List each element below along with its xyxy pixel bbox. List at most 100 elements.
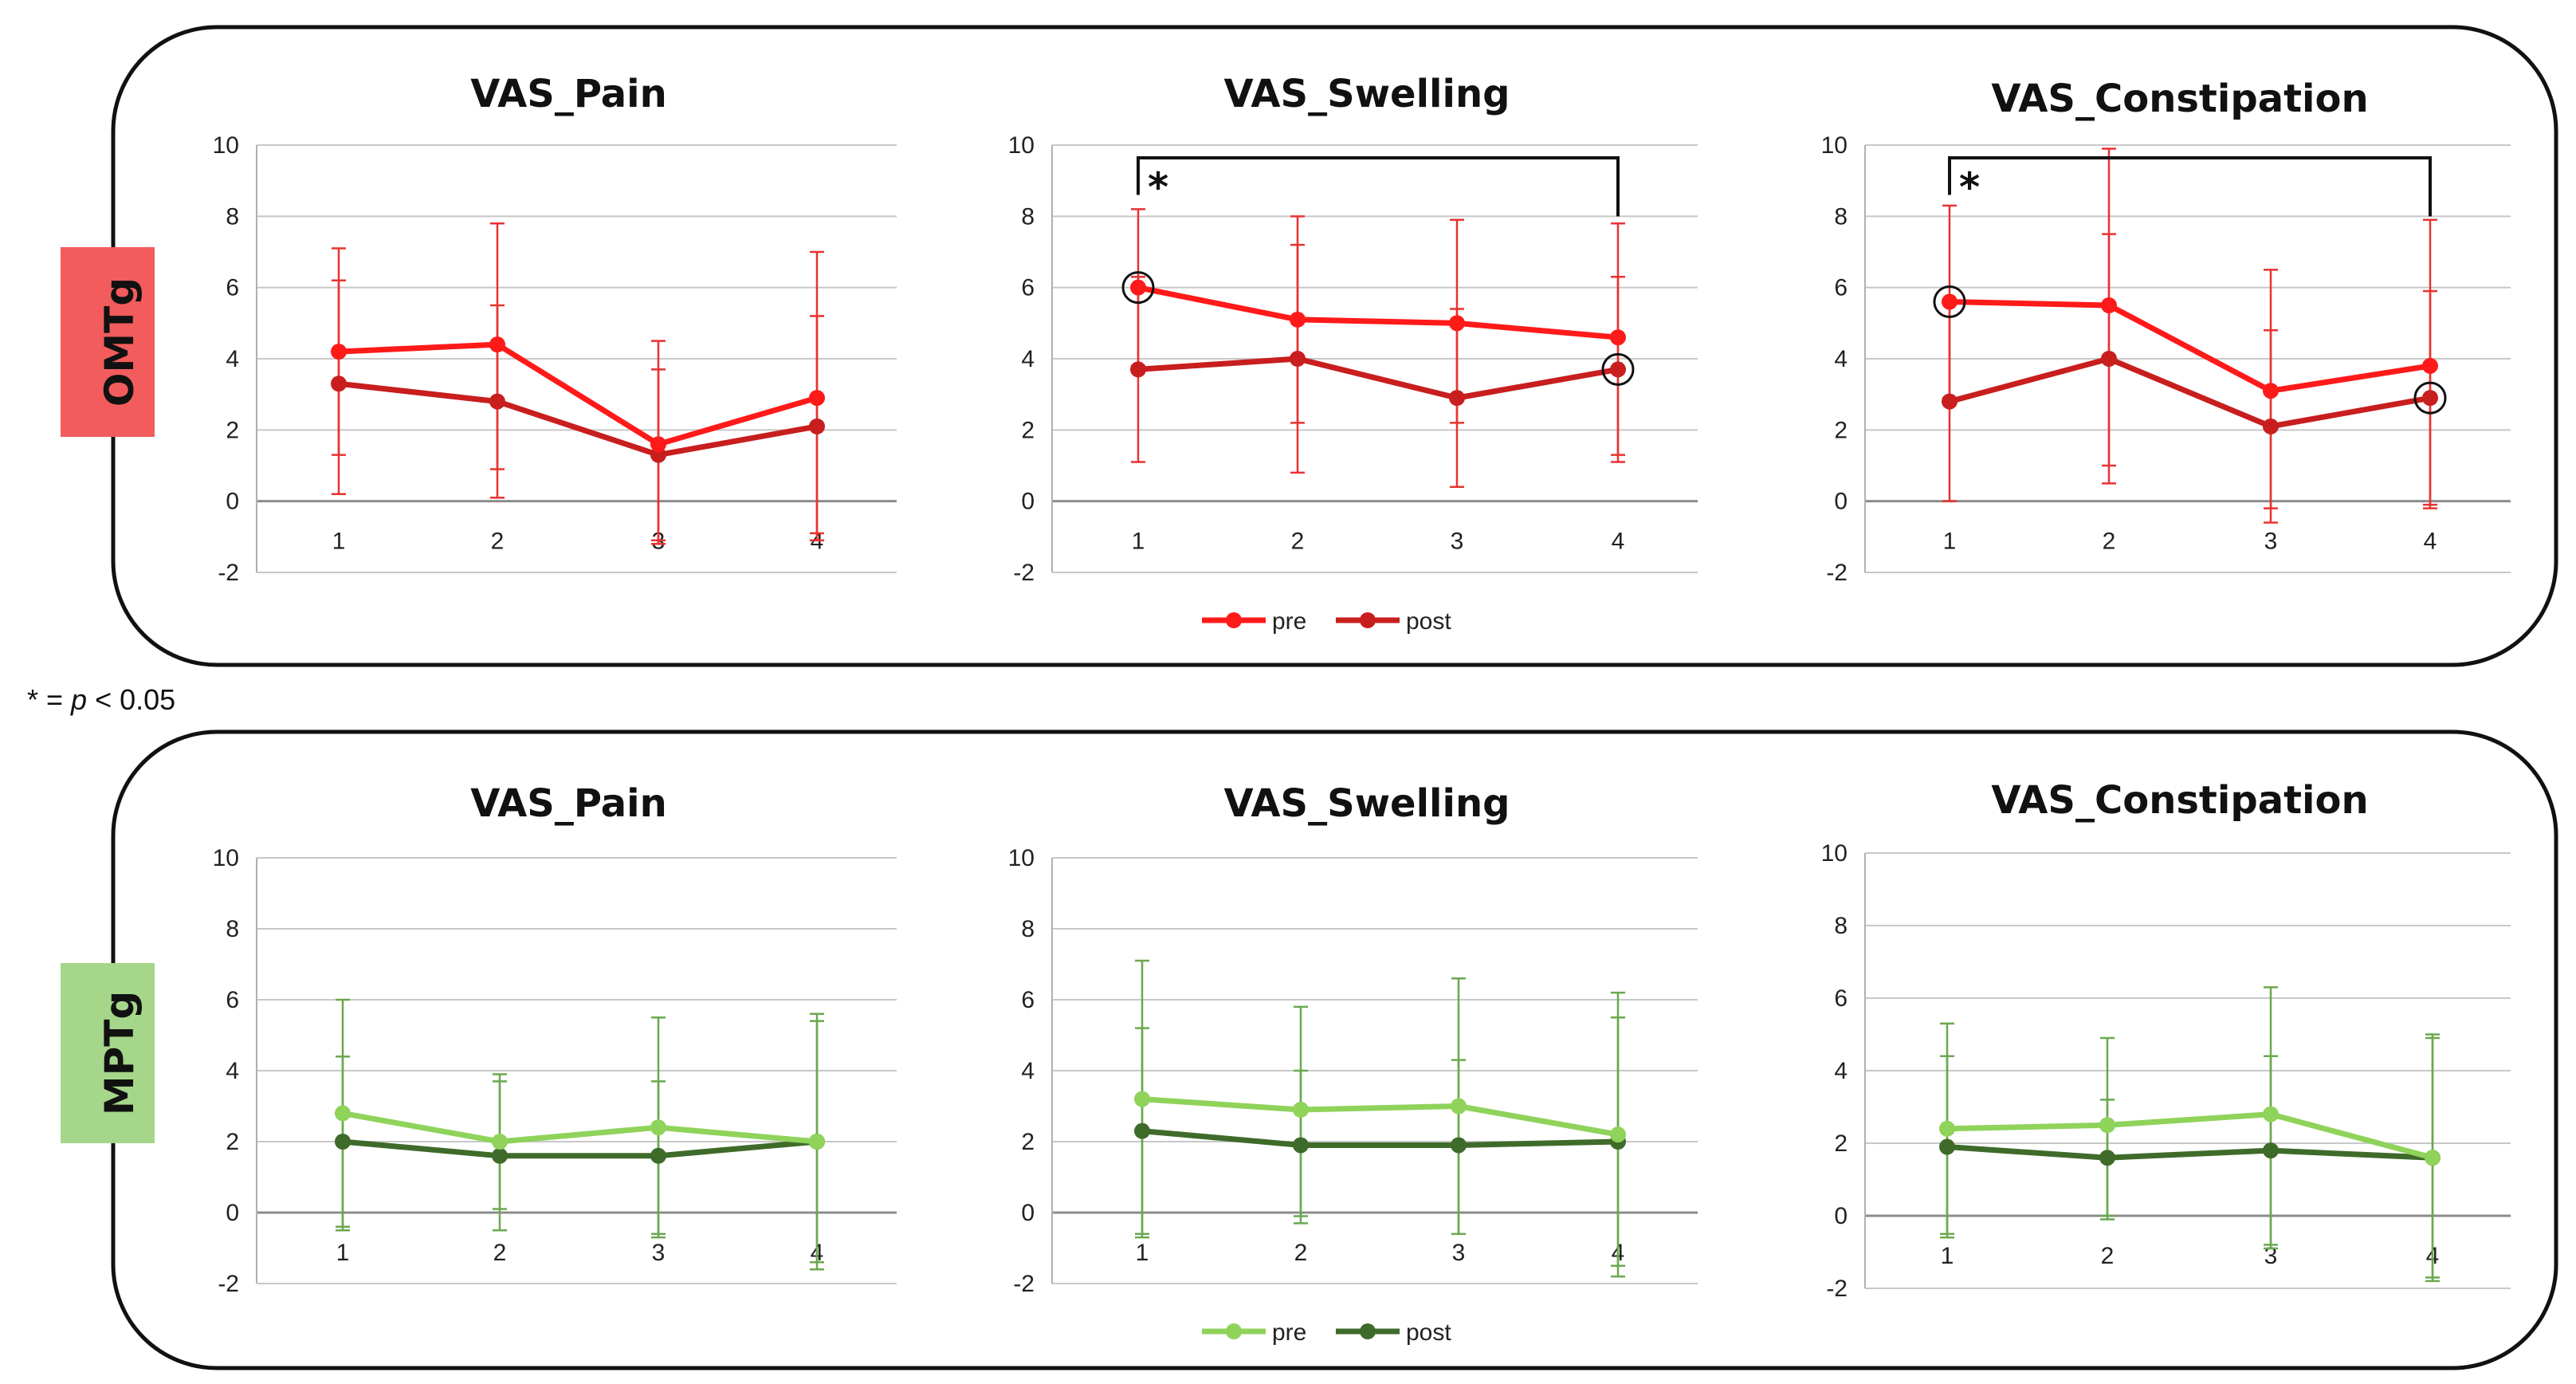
y-tick-label: 6 <box>1834 275 1848 301</box>
data-point-post <box>2263 1142 2279 1159</box>
significance-star: * <box>1959 164 1980 210</box>
y-tick-label: -2 <box>1826 560 1848 586</box>
data-point-pre <box>809 390 825 407</box>
x-tick-label: 2 <box>1294 1240 1308 1266</box>
y-tick-label: 10 <box>1821 840 1848 867</box>
x-tick-label: 1 <box>336 1240 350 1266</box>
y-tick-label: -2 <box>1826 1276 1848 1302</box>
significance-bracket <box>1137 156 1620 217</box>
data-point-post <box>331 375 347 392</box>
data-point-pre <box>2263 1106 2279 1123</box>
data-point-post <box>1449 390 1465 407</box>
omtg-group-label: OMTg <box>96 277 143 407</box>
series-line-post <box>1946 1144 2433 1161</box>
mptg-label-background <box>61 963 155 1143</box>
data-point-post <box>1451 1137 1467 1154</box>
data-point-pre <box>650 436 666 453</box>
significance-note: * = p < 0.05 <box>27 683 175 716</box>
y-tick-label: 2 <box>1021 417 1035 443</box>
mptg-legend: pre post <box>1202 1319 1451 1346</box>
y-tick-label: -2 <box>218 1271 239 1297</box>
omtg-label-background <box>61 247 155 437</box>
data-point-post <box>2422 390 2438 407</box>
y-tick-label: 8 <box>226 203 239 230</box>
y-tick-label: 10 <box>1821 132 1848 159</box>
data-point-pre <box>809 1134 825 1150</box>
data-point-post <box>1290 351 1306 367</box>
chart-title: VAS_Constipation <box>1991 778 2368 823</box>
data-point-pre <box>1449 315 1465 332</box>
series-line-pre <box>1946 1111 2433 1161</box>
data-point-pre <box>1293 1101 1309 1118</box>
y-tick-label: 8 <box>1834 913 1848 939</box>
data-point-pre <box>2425 1150 2441 1166</box>
y-tick-label: 6 <box>1021 987 1035 1013</box>
y-tick-label: 6 <box>226 987 239 1013</box>
y-tick-label: 8 <box>1834 203 1848 230</box>
y-tick-label: 2 <box>1021 1129 1035 1155</box>
x-tick-label: 1 <box>1941 1243 1954 1269</box>
data-point-pre <box>492 1134 508 1150</box>
x-tick-label: 3 <box>2264 529 2278 555</box>
data-point-pre <box>1134 1091 1150 1107</box>
significance-ring <box>1601 352 1635 386</box>
y-tick-label: -2 <box>1013 560 1035 586</box>
data-point-pre <box>1939 1120 1955 1137</box>
x-tick-label: 4 <box>811 529 824 555</box>
y-tick-label: 4 <box>226 1058 239 1084</box>
note-rest: < 0.05 <box>87 683 175 716</box>
data-point-pre <box>489 336 505 353</box>
legend-pre-label: pre <box>1272 1319 1306 1346</box>
y-tick-label: 0 <box>1021 1200 1035 1226</box>
significance-ring <box>1121 271 1155 305</box>
series-line-pre <box>338 341 818 447</box>
y-tick-label: -2 <box>218 560 239 586</box>
data-point-post <box>489 393 505 410</box>
data-point-post <box>650 1147 666 1164</box>
x-tick-label: 1 <box>1943 529 1957 555</box>
series-line-post <box>1949 356 2431 430</box>
x-tick-label: 3 <box>1452 1240 1466 1266</box>
y-tick-label: 4 <box>226 346 239 372</box>
y-tick-label: 6 <box>1021 275 1035 301</box>
y-tick-label: 0 <box>226 1200 239 1226</box>
note-eq: = <box>38 683 71 716</box>
series-line-post <box>342 1138 818 1159</box>
y-tick-label: 8 <box>1021 916 1035 942</box>
y-tick-label: 4 <box>1834 346 1848 372</box>
y-tick-label: 2 <box>1834 417 1848 443</box>
charts-layer: VAS_Pain-202468101234VAS_Swelling-202468… <box>213 72 2511 1302</box>
y-tick-label: 4 <box>1021 1058 1035 1084</box>
series-line-pre <box>1137 285 1619 340</box>
data-point-post <box>335 1134 351 1150</box>
data-point-pre <box>1130 279 1146 296</box>
x-tick-label: 2 <box>491 529 505 555</box>
legend-pre-label: pre <box>1272 608 1306 635</box>
y-tick-label: 2 <box>226 1129 239 1155</box>
significance-ring <box>2413 381 2447 415</box>
data-point-pre <box>335 1105 351 1122</box>
y-tick-label: 6 <box>1834 985 1848 1012</box>
data-point-post <box>1942 393 1958 410</box>
data-point-pre <box>1610 329 1626 346</box>
data-point-pre <box>1290 311 1306 328</box>
data-point-pre <box>1451 1098 1467 1115</box>
x-tick-label: 2 <box>2101 1243 2115 1269</box>
data-point-pre <box>1942 293 1958 310</box>
data-point-post <box>2099 1150 2115 1166</box>
significance-bracket <box>1948 156 2432 217</box>
data-point-pre <box>2422 357 2438 374</box>
data-point-post <box>809 418 825 434</box>
series-line-pre <box>1141 1096 1619 1138</box>
significance-star: * <box>1148 164 1168 210</box>
x-tick-label: 1 <box>332 529 346 555</box>
y-tick-label: 10 <box>1008 845 1035 871</box>
chart-title: VAS_Swelling <box>1224 72 1510 116</box>
y-tick-label: 6 <box>226 275 239 301</box>
